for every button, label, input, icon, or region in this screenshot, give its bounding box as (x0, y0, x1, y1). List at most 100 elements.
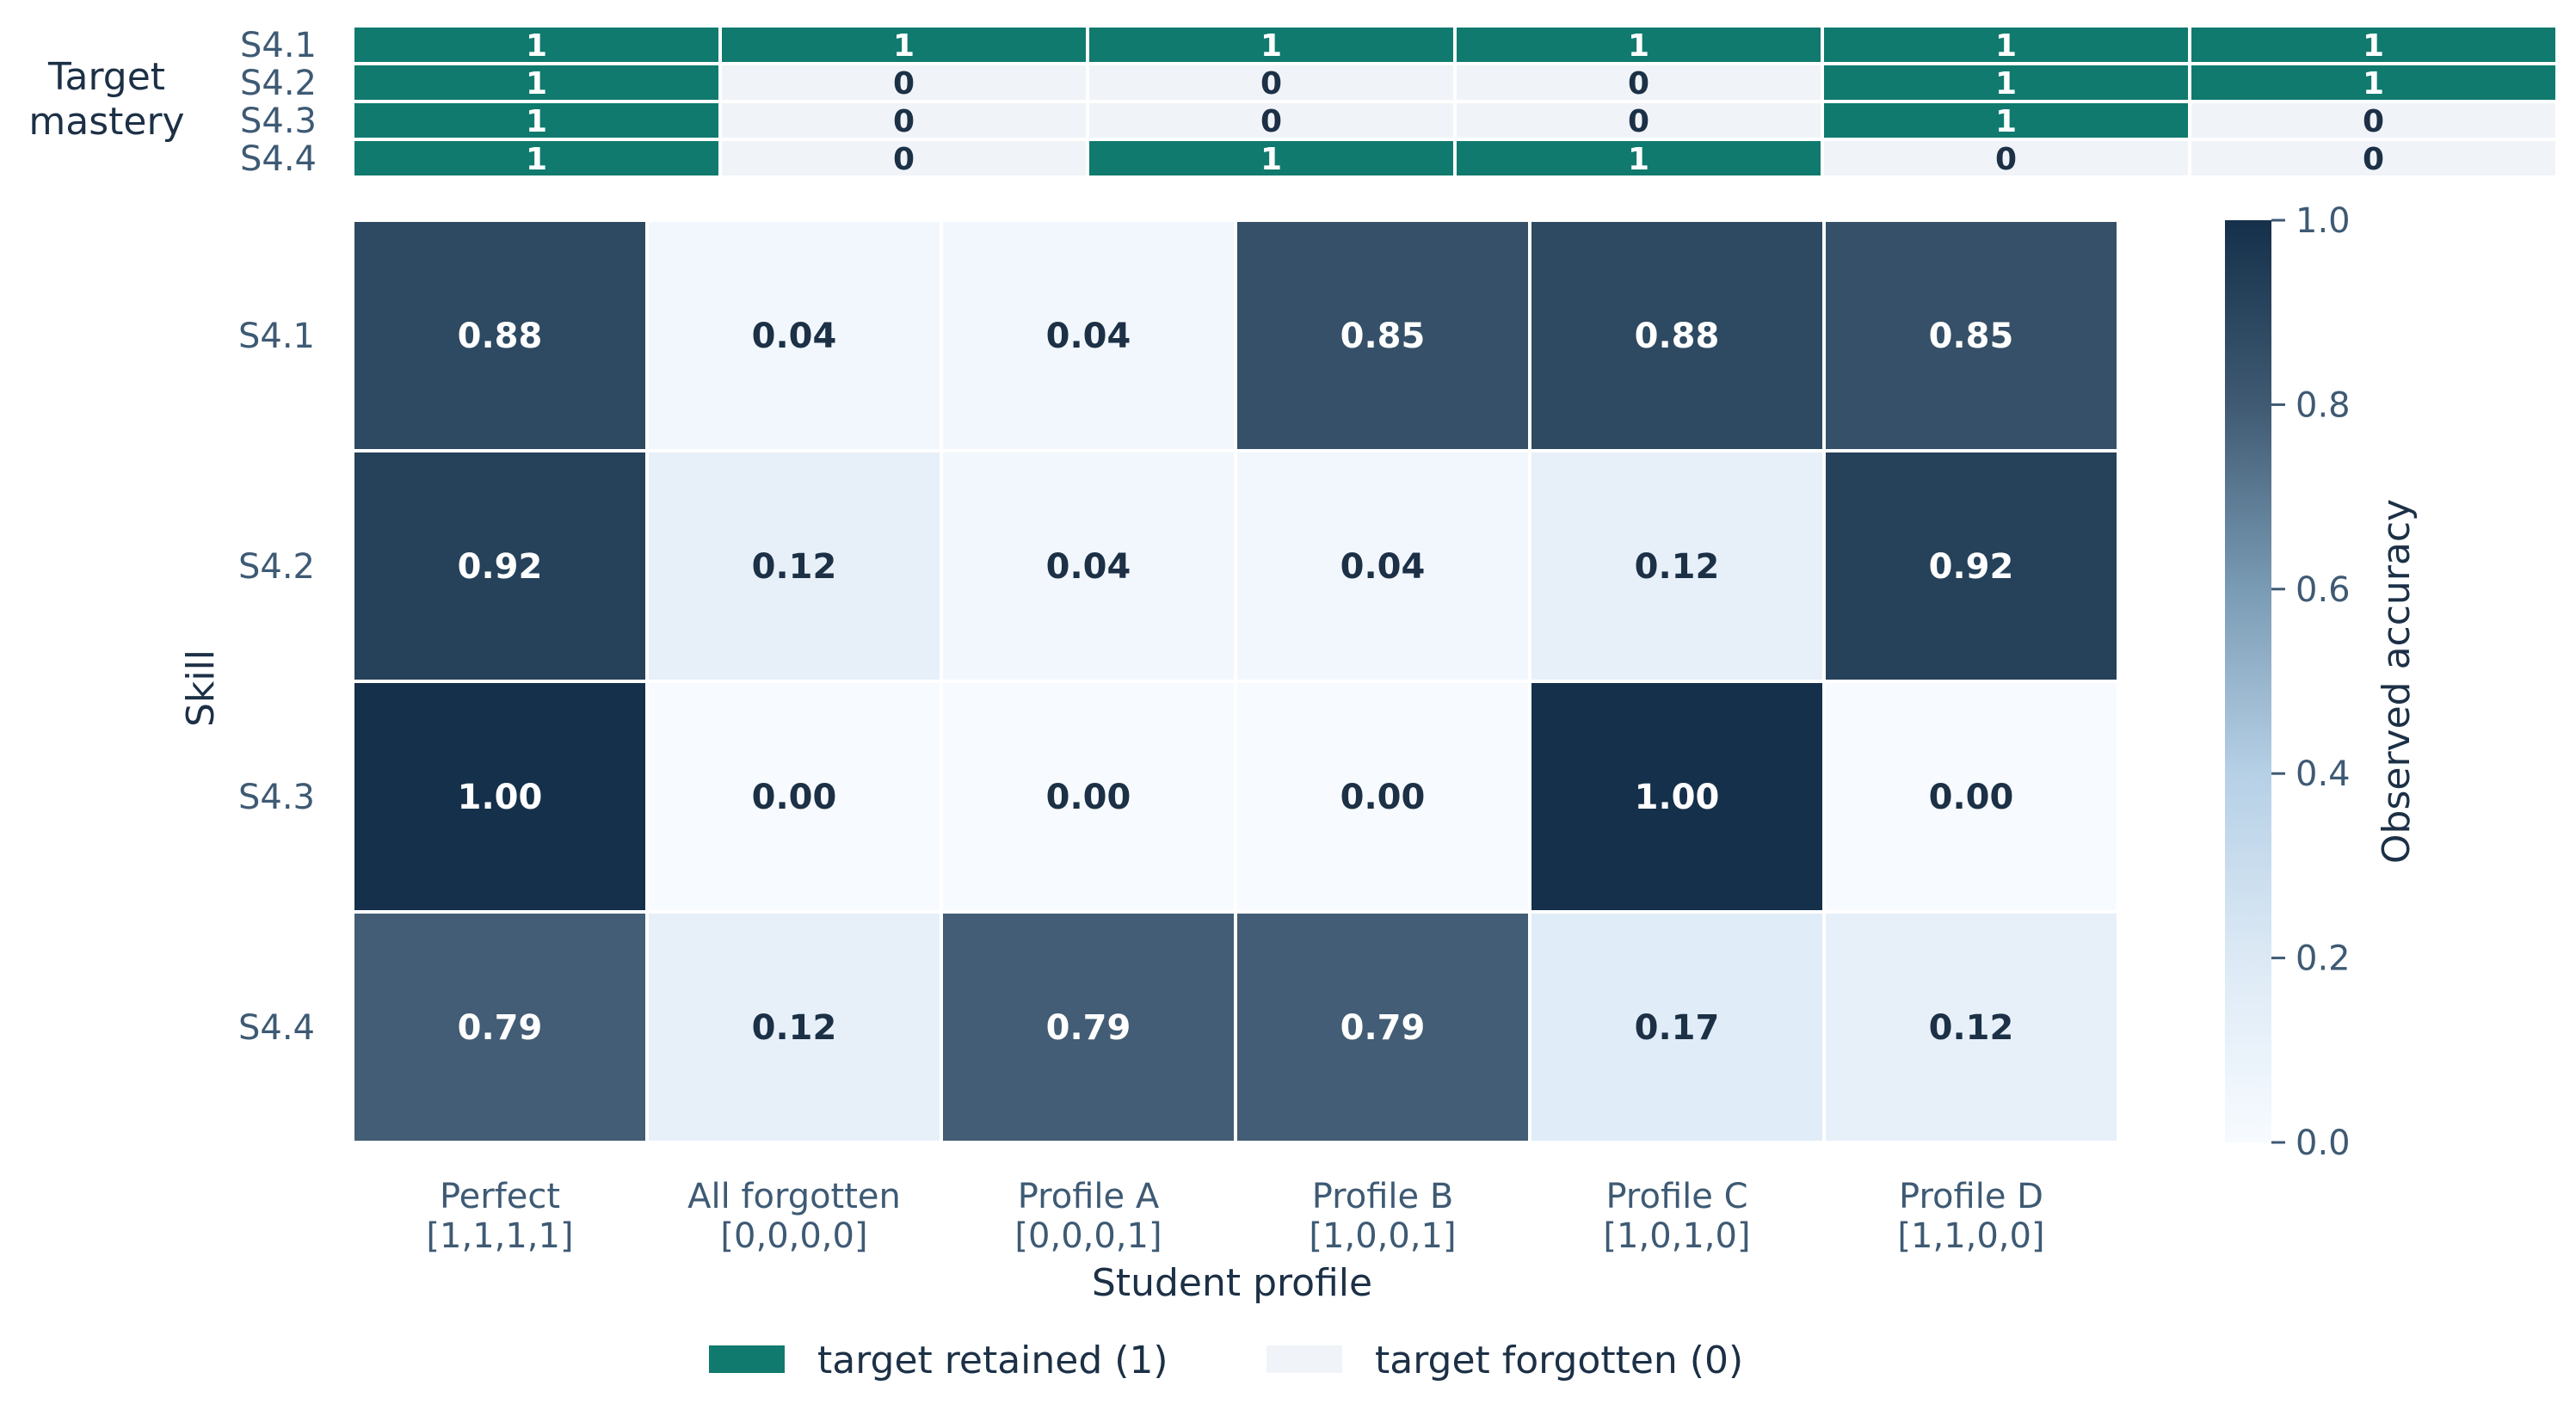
heatmap-cell (351, 680, 649, 914)
row-tick-labels: S4.1 S4.2 S4.3 S4.4 (238, 317, 315, 1048)
mastery-cell-label: 0 (893, 104, 915, 139)
legend-label-forgotten: target forgotten (0) (1375, 1339, 1743, 1382)
heatmap-cell-label: 0.88 (458, 317, 543, 356)
colorbar-tick-label: 0.4 (2296, 754, 2351, 794)
mastery-cell-label: 1 (526, 28, 547, 64)
column-tick-label: All forgotten (687, 1177, 901, 1216)
heatmap-cell (1234, 910, 1531, 1144)
heatmap-cell (940, 910, 1237, 1144)
column-tick-labels: Perfect[1,1,1,1] All forgotten[0,0,0,0] Pr… (426, 1177, 2044, 1256)
mastery-row-label: S4.1 (240, 26, 317, 65)
heatmap-cell (1234, 680, 1531, 914)
mastery-cell-label: 1 (526, 66, 547, 102)
mastery-row-label: S4.2 (240, 64, 317, 103)
mastery-row-label: S4.3 (240, 102, 317, 141)
heatmap-cell-label: 0.88 (1635, 317, 1720, 356)
heatmap-cell-label: 1.00 (458, 778, 543, 817)
mastery-cell-label: 1 (2363, 28, 2384, 64)
heatmap-cell-label: 0.12 (1929, 1008, 2014, 1048)
mastery-cell-label: 0 (1628, 66, 1649, 102)
mastery-cell (1821, 138, 2191, 179)
row-tick-label: S4.1 (238, 317, 315, 356)
heatmap-cell (645, 680, 943, 914)
legend: target retained (1) target forgotten (0) (709, 1339, 1743, 1382)
mastery-cell-label: 1 (526, 104, 547, 139)
column-tick-vector: [0,0,0,1] (1014, 1216, 1162, 1256)
heatmap-cell-label: 0.79 (458, 1008, 543, 1048)
mastery-cell (718, 138, 1089, 179)
target-mastery-strip: S4.1 1 1 1 1 1 1S4.2 1 0 0 0 1 1S4.3 1 0 0 0 1 0S4.4 1 0 1 1 0 0 (240, 24, 2559, 179)
heatmap-cell-label: 0.12 (752, 547, 837, 587)
heatmap-cell (1822, 910, 2120, 1144)
mastery-cell (2188, 24, 2559, 65)
column-tick-vector: [1,1,0,0] (1897, 1216, 2044, 1256)
mastery-cell (1821, 100, 2191, 141)
heatmap-cell (351, 449, 649, 683)
mastery-cell-label: 0 (893, 66, 915, 102)
mastery-cell-label: 1 (893, 28, 915, 64)
mastery-cell-label: 1 (1260, 28, 1282, 64)
heatmap-cell-label: 0.85 (1929, 317, 2014, 356)
column-tick-label: Profile B (1312, 1177, 1454, 1216)
heatmap-cell-label: 0.00 (752, 778, 837, 817)
colorbar-tick-label: 0.8 (2296, 385, 2351, 425)
mastery-cell-label: 0 (2363, 104, 2384, 139)
mastery-cell-label: 1 (1628, 28, 1649, 64)
mastery-cell-label: 1 (2363, 66, 2384, 102)
mastery-cell-label: 0 (1628, 104, 1649, 139)
row-tick-label: S4.2 (238, 547, 315, 587)
heatmap-grid: 0.88 0.04 0.04 0.85 0.88 0.85 0.92 0.12 0.04 0.04… (351, 219, 2120, 1144)
column-tick-label: Profile C (1605, 1177, 1747, 1216)
heatmap-cell (940, 680, 1237, 914)
column-tick-label: Profile A (1018, 1177, 1160, 1216)
heatmap-cell-label: 0.85 (1340, 317, 1426, 356)
target-mastery-title-line2: mastery (28, 100, 184, 144)
heatmap-cell (940, 219, 1237, 452)
heatmap-cell (1528, 219, 1826, 452)
column-tick-label: Profile D (1899, 1177, 2043, 1216)
mastery-cell-label: 1 (526, 142, 547, 177)
y-axis-title: Skill (179, 649, 223, 727)
legend-swatch-retained (709, 1345, 785, 1373)
colorbar-tick-label: 1.0 (2296, 201, 2351, 241)
column-tick-vector: [1,0,0,1] (1309, 1216, 1456, 1256)
heatmap-cell (1234, 219, 1531, 452)
target-mastery-title: Target (47, 55, 165, 99)
heatmap-cell-label: 0.12 (1635, 547, 1720, 587)
column-tick-vector: [1,0,1,0] (1603, 1216, 1750, 1256)
x-axis-title: Student profile (1092, 1261, 1372, 1305)
heatmap-cell-label: 0.17 (1635, 1008, 1720, 1048)
heatmap-cell-label: 0.04 (1046, 547, 1131, 587)
mastery-cell-label: 1 (1995, 66, 2017, 102)
mastery-cell (1453, 62, 1824, 103)
heatmap-cell (1822, 219, 2120, 452)
heatmap-cell-label: 0.92 (1929, 547, 2014, 587)
mastery-cell-label: 1 (1995, 104, 2017, 139)
heatmap-cell (1528, 449, 1826, 683)
colorbar-ticks: 0.0 0.2 0.4 0.6 0.8 1.0 (2271, 201, 2351, 1163)
heatmap-cell-label: 0.04 (1046, 317, 1131, 356)
mastery-cell (351, 138, 722, 179)
column-tick-vector: [0,0,0,0] (720, 1216, 867, 1256)
colorbar-title: Observed accuracy (2375, 499, 2419, 864)
row-tick-label: S4.4 (238, 1008, 315, 1048)
heatmap-cell-label: 0.00 (1929, 778, 2014, 817)
column-tick-vector: [1,1,1,1] (426, 1216, 573, 1256)
mastery-cell-label: 0 (1995, 142, 2017, 177)
mastery-cell-label: 0 (1260, 66, 1282, 102)
row-tick-label: S4.3 (238, 778, 315, 817)
heatmap-cell (1822, 449, 2120, 683)
mastery-cell-label: 0 (2363, 142, 2384, 177)
heatmap-cell-label: 0.92 (458, 547, 543, 587)
heatmap-cell-label: 0.04 (1340, 547, 1426, 587)
heatmap-cell (351, 219, 649, 452)
heatmap-cell-label: 0.12 (752, 1008, 837, 1048)
heatmap-cell-label: 0.00 (1046, 778, 1131, 817)
mastery-cell (718, 62, 1089, 103)
heatmap-cell (1528, 910, 1826, 1144)
legend-swatch-forgotten (1266, 1345, 1342, 1373)
mastery-cell-label: 1 (1260, 142, 1282, 177)
heatmap-cell (351, 910, 649, 1144)
